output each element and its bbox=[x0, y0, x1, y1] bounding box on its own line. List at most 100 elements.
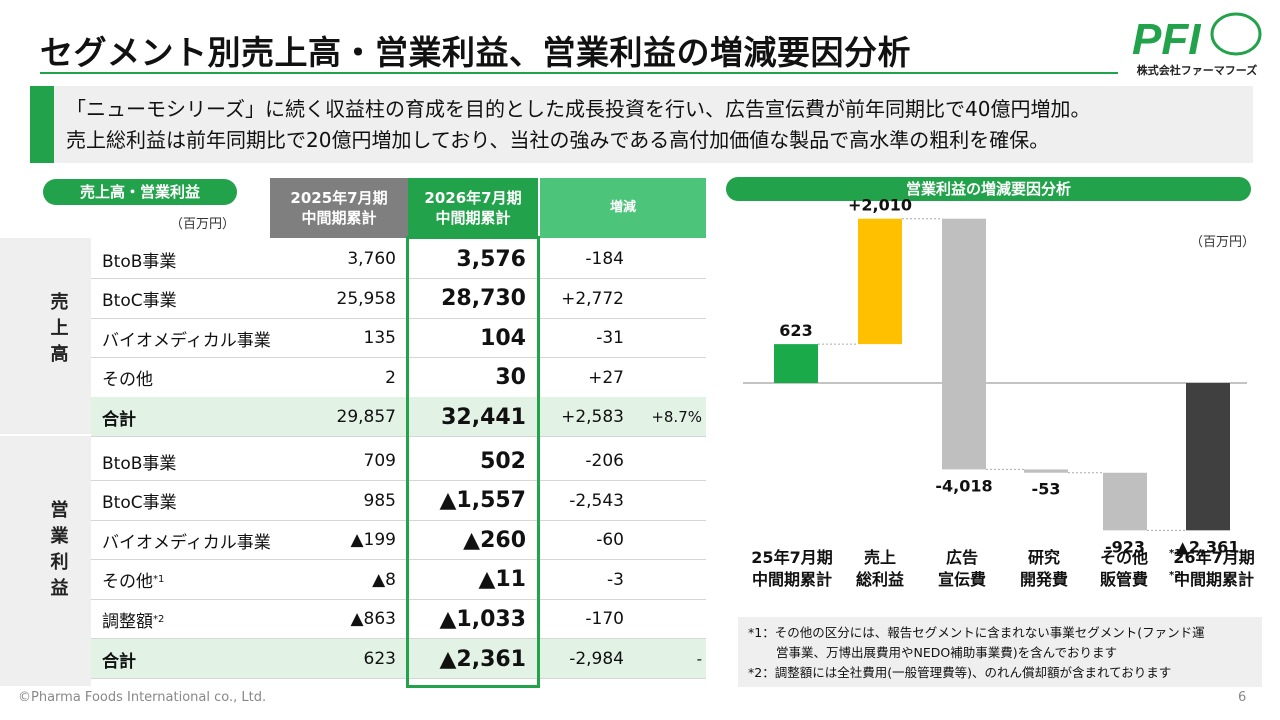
row-divider bbox=[91, 519, 706, 521]
table-row: バイオメディカル事業 ▲199 ▲260 -60 bbox=[0, 520, 706, 561]
row-pct-value: - bbox=[696, 650, 702, 668]
row-prev-value: ▲199 bbox=[350, 530, 396, 551]
table-row: その他 *1 ▲8 ▲11 -3 bbox=[0, 560, 706, 600]
row-label: BtoC事業 bbox=[102, 493, 177, 514]
waterfall-value-label: -4,018 bbox=[935, 476, 992, 495]
row-prev-value: 623 bbox=[363, 649, 396, 669]
page-number: 6 bbox=[1238, 690, 1247, 705]
group-label-sales: 売上高 bbox=[50, 292, 69, 365]
group-label-profit: 営業利益 bbox=[50, 500, 69, 599]
company-name: 株式会社ファーマフーズ bbox=[1136, 64, 1258, 77]
row-divider bbox=[91, 598, 706, 600]
column-header-diff: 増減 bbox=[540, 178, 706, 238]
row-label: その他 bbox=[102, 370, 153, 391]
table-row: BtoC事業 25,958 28,730 +2,772 bbox=[0, 279, 706, 319]
waterfall-bar bbox=[774, 344, 818, 383]
row-diff-value: -170 bbox=[585, 609, 624, 630]
row-diff-value: -184 bbox=[585, 249, 624, 269]
row-prev-value: 135 bbox=[363, 328, 396, 349]
table-row: BtoC事業 985 ▲1,557 -2,543 bbox=[0, 481, 706, 521]
column-header-prev: 2025年7月期 中間期累計 bbox=[270, 178, 408, 238]
row-divider bbox=[91, 278, 706, 279]
row-diff-value: +27 bbox=[588, 367, 624, 388]
waterfall-category-label: 広告 宣伝費 bbox=[937, 548, 986, 589]
chart-unit: （百万円） bbox=[1190, 235, 1256, 250]
row-current-value: 28,730 bbox=[441, 286, 526, 312]
row-diff-value: +2,583 bbox=[561, 407, 624, 428]
row-divider bbox=[91, 638, 706, 640]
waterfall-value-label: 623 bbox=[779, 321, 812, 340]
waterfall-bar bbox=[1024, 469, 1068, 473]
group-bg-sales bbox=[0, 238, 91, 434]
banner-line-2: 売上総利益は前年同期比で20億円増加しており、当社の強みである高付加価値な製品で… bbox=[66, 128, 1050, 152]
footnote-ref: *1 bbox=[153, 574, 165, 586]
copyright: ©Pharma Foods International co., Ltd. bbox=[18, 690, 267, 705]
row-label: その他 *1 bbox=[102, 572, 165, 593]
row-current-value: ▲1,557 bbox=[439, 488, 526, 514]
footnote-1b: 営事業、万博出展費用やNEDO補助事業費)を含んでおります bbox=[776, 645, 1117, 660]
row-divider bbox=[91, 678, 706, 679]
row-divider bbox=[91, 436, 706, 438]
table-unit: （百万円） bbox=[170, 217, 236, 232]
waterfall-category-label: 研究 開発費 bbox=[1019, 548, 1068, 589]
row-diff-value: -60 bbox=[596, 530, 624, 551]
row-diff-value: -31 bbox=[596, 328, 624, 349]
row-label: バイオメディカル事業 bbox=[102, 330, 271, 351]
row-prev-value: 25,958 bbox=[336, 288, 396, 309]
row-current-value: ▲11 bbox=[478, 567, 526, 593]
row-current-value: 32,441 bbox=[441, 404, 526, 430]
waterfall-category-label: 26年7月期 中間期累計 bbox=[1173, 548, 1255, 589]
total-row-bg bbox=[91, 639, 706, 679]
row-prev-value: 709 bbox=[363, 451, 396, 471]
row-diff-value: -3 bbox=[607, 569, 624, 590]
page-title: セグメント別売上高・営業利益、営業利益の増減要因分析 bbox=[40, 33, 911, 72]
row-prev-value: 2 bbox=[385, 367, 396, 388]
banner-accent bbox=[30, 86, 54, 163]
footnotes: *1：その他の区分には、報告セグメントに含まれない事業セグメント(ファンド運 営… bbox=[738, 617, 1262, 687]
waterfall-bar bbox=[942, 218, 986, 470]
row-label: バイオメディカル事業 bbox=[102, 532, 271, 553]
summary-banner: 「ニューモシリーズ」に続く収益柱の育成を目的とした成長投資を行い、広告宣伝費が前… bbox=[30, 86, 1253, 163]
row-prev-value: ▲8 bbox=[372, 569, 396, 590]
row-label: BtoC事業 bbox=[102, 291, 177, 312]
footnote-ref: *2 bbox=[153, 613, 165, 625]
waterfall-bar bbox=[1103, 472, 1147, 531]
current-period-highlight bbox=[406, 236, 540, 688]
row-divider bbox=[91, 317, 706, 319]
waterfall-bar bbox=[858, 218, 902, 345]
row-prev-value: 985 bbox=[363, 490, 396, 511]
footnote-2: *2：調整額には全社費用(一般管理費等)、のれん償却額が含まれております bbox=[748, 665, 1172, 680]
row-divider bbox=[91, 559, 706, 561]
logo-mark: PFI bbox=[1132, 15, 1201, 64]
table-row: その他 2 30 +27 bbox=[0, 358, 706, 398]
table-row: 合計 623 ▲2,361 -2,984 - bbox=[0, 639, 706, 679]
row-divider bbox=[91, 357, 706, 359]
waterfall-value-label: +2,010 bbox=[848, 196, 912, 215]
row-prev-value: 29,857 bbox=[336, 407, 396, 428]
row-label: 合計 bbox=[102, 651, 136, 672]
row-label: 合計 bbox=[102, 409, 136, 430]
waterfall-value-label: -923 bbox=[1105, 537, 1145, 556]
table-row: BtoB事業 3,760 3,576 -184 bbox=[0, 239, 706, 279]
column-header-current: 2026年7月期 中間期累計 bbox=[408, 178, 538, 238]
table-row: 合計 29,857 32,441 +2,583 +8.7% bbox=[0, 397, 706, 438]
waterfall-category-label: 25年7月期 中間期累計 bbox=[751, 548, 833, 589]
row-divider bbox=[91, 396, 706, 398]
table-row: 調整額 *2 ▲863 ▲1,033 -170 bbox=[0, 599, 706, 640]
company-logo: PFI bbox=[1132, 12, 1262, 64]
row-current-value: ▲1,033 bbox=[439, 606, 526, 632]
total-row-bg bbox=[91, 397, 706, 438]
row-current-value: ▲2,361 bbox=[439, 646, 526, 672]
row-diff-value: -2,984 bbox=[569, 649, 624, 669]
row-label: 調整額 *2 bbox=[102, 611, 165, 632]
footnote-1a: *1：その他の区分には、報告セグメントに含まれない事業セグメント(ファンド運 bbox=[748, 625, 1205, 640]
row-current-value: 502 bbox=[480, 448, 526, 474]
row-divider bbox=[91, 480, 706, 481]
row-diff-value: +2,772 bbox=[561, 288, 624, 309]
table-section-pill: 売上高・営業利益 bbox=[43, 179, 237, 205]
waterfall-value-label: ▲2,361 bbox=[1177, 537, 1240, 556]
group-bg-profit bbox=[0, 436, 91, 686]
waterfall-category-label: その他 販管費 *1 *2 bbox=[1069, 547, 1181, 591]
row-current-value: 30 bbox=[495, 365, 526, 391]
